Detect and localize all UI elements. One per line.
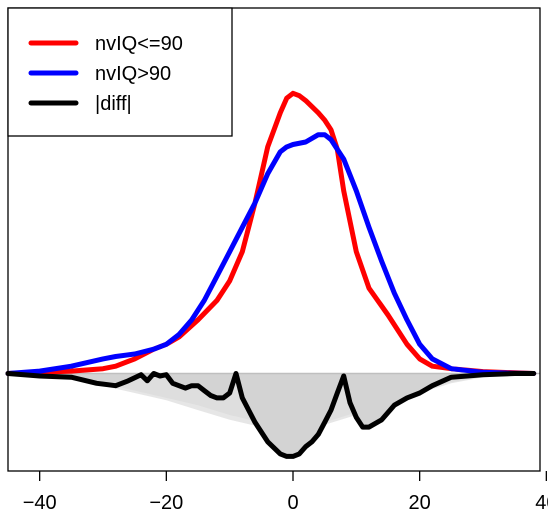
diff-area-fill [8, 373, 534, 457]
legend-label-nviq-le-90: nvIQ<=90 [95, 33, 183, 55]
series-line-nviq-gt-90 [5, 132, 537, 376]
x-tick-label: −40 [23, 492, 57, 514]
legend-label-nviq-gt-90: nvIQ>90 [95, 63, 171, 85]
x-tick-label: 20 [409, 492, 431, 514]
x-tick-label: 0 [287, 492, 298, 514]
legend-label-diff: |diff| [95, 93, 132, 115]
x-axis: −40 −20 0 20 40 [23, 471, 548, 514]
x-tick-label: 40 [535, 492, 548, 514]
legend: nvIQ<=90 nvIQ>90 |diff| [7, 7, 233, 137]
x-tick-label: −20 [149, 492, 183, 514]
series-line-diff [5, 371, 537, 459]
plot-area [5, 90, 540, 459]
plot-border [7, 7, 541, 472]
